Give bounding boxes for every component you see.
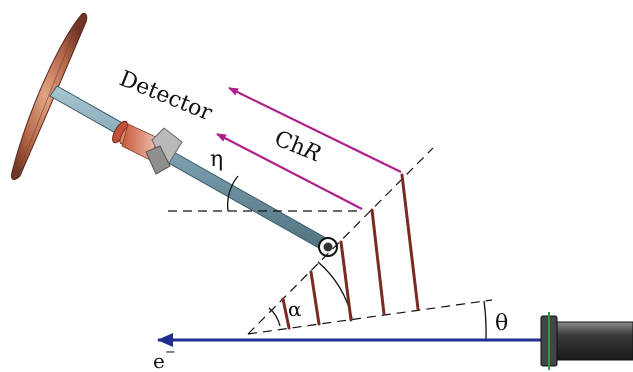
crystal-plane bbox=[370, 208, 386, 316]
detector-label: Detector bbox=[116, 66, 216, 126]
cherenkov-ray-upper bbox=[228, 87, 402, 173]
theta-arc bbox=[483, 300, 487, 341]
electron-charge: − bbox=[165, 345, 176, 360]
crystal-plane bbox=[400, 173, 420, 311]
crystal-plane bbox=[309, 270, 321, 326]
electron-label: e− bbox=[153, 345, 176, 372]
crystal-planes bbox=[281, 173, 420, 330]
cherenkov-ray-lower bbox=[216, 133, 363, 210]
pivot-joint bbox=[318, 237, 338, 257]
eta-label: η bbox=[210, 147, 223, 172]
crystal-plane bbox=[339, 240, 353, 322]
reflector-dish bbox=[11, 13, 88, 180]
chr-label: ChR bbox=[271, 126, 324, 167]
electron-text: e bbox=[153, 349, 165, 372]
beam-pipe bbox=[540, 312, 633, 370]
alpha-arc-inner bbox=[268, 307, 281, 327]
alpha-label: α bbox=[288, 297, 302, 321]
crystal-plane bbox=[281, 297, 291, 330]
theta-reference-dashed-line bbox=[247, 299, 493, 335]
cherenkov-rays bbox=[216, 87, 402, 210]
angle-arcs bbox=[226, 175, 487, 341]
eta-arc bbox=[226, 175, 239, 212]
detector-optics bbox=[112, 120, 183, 175]
theta-label: θ bbox=[495, 311, 508, 336]
